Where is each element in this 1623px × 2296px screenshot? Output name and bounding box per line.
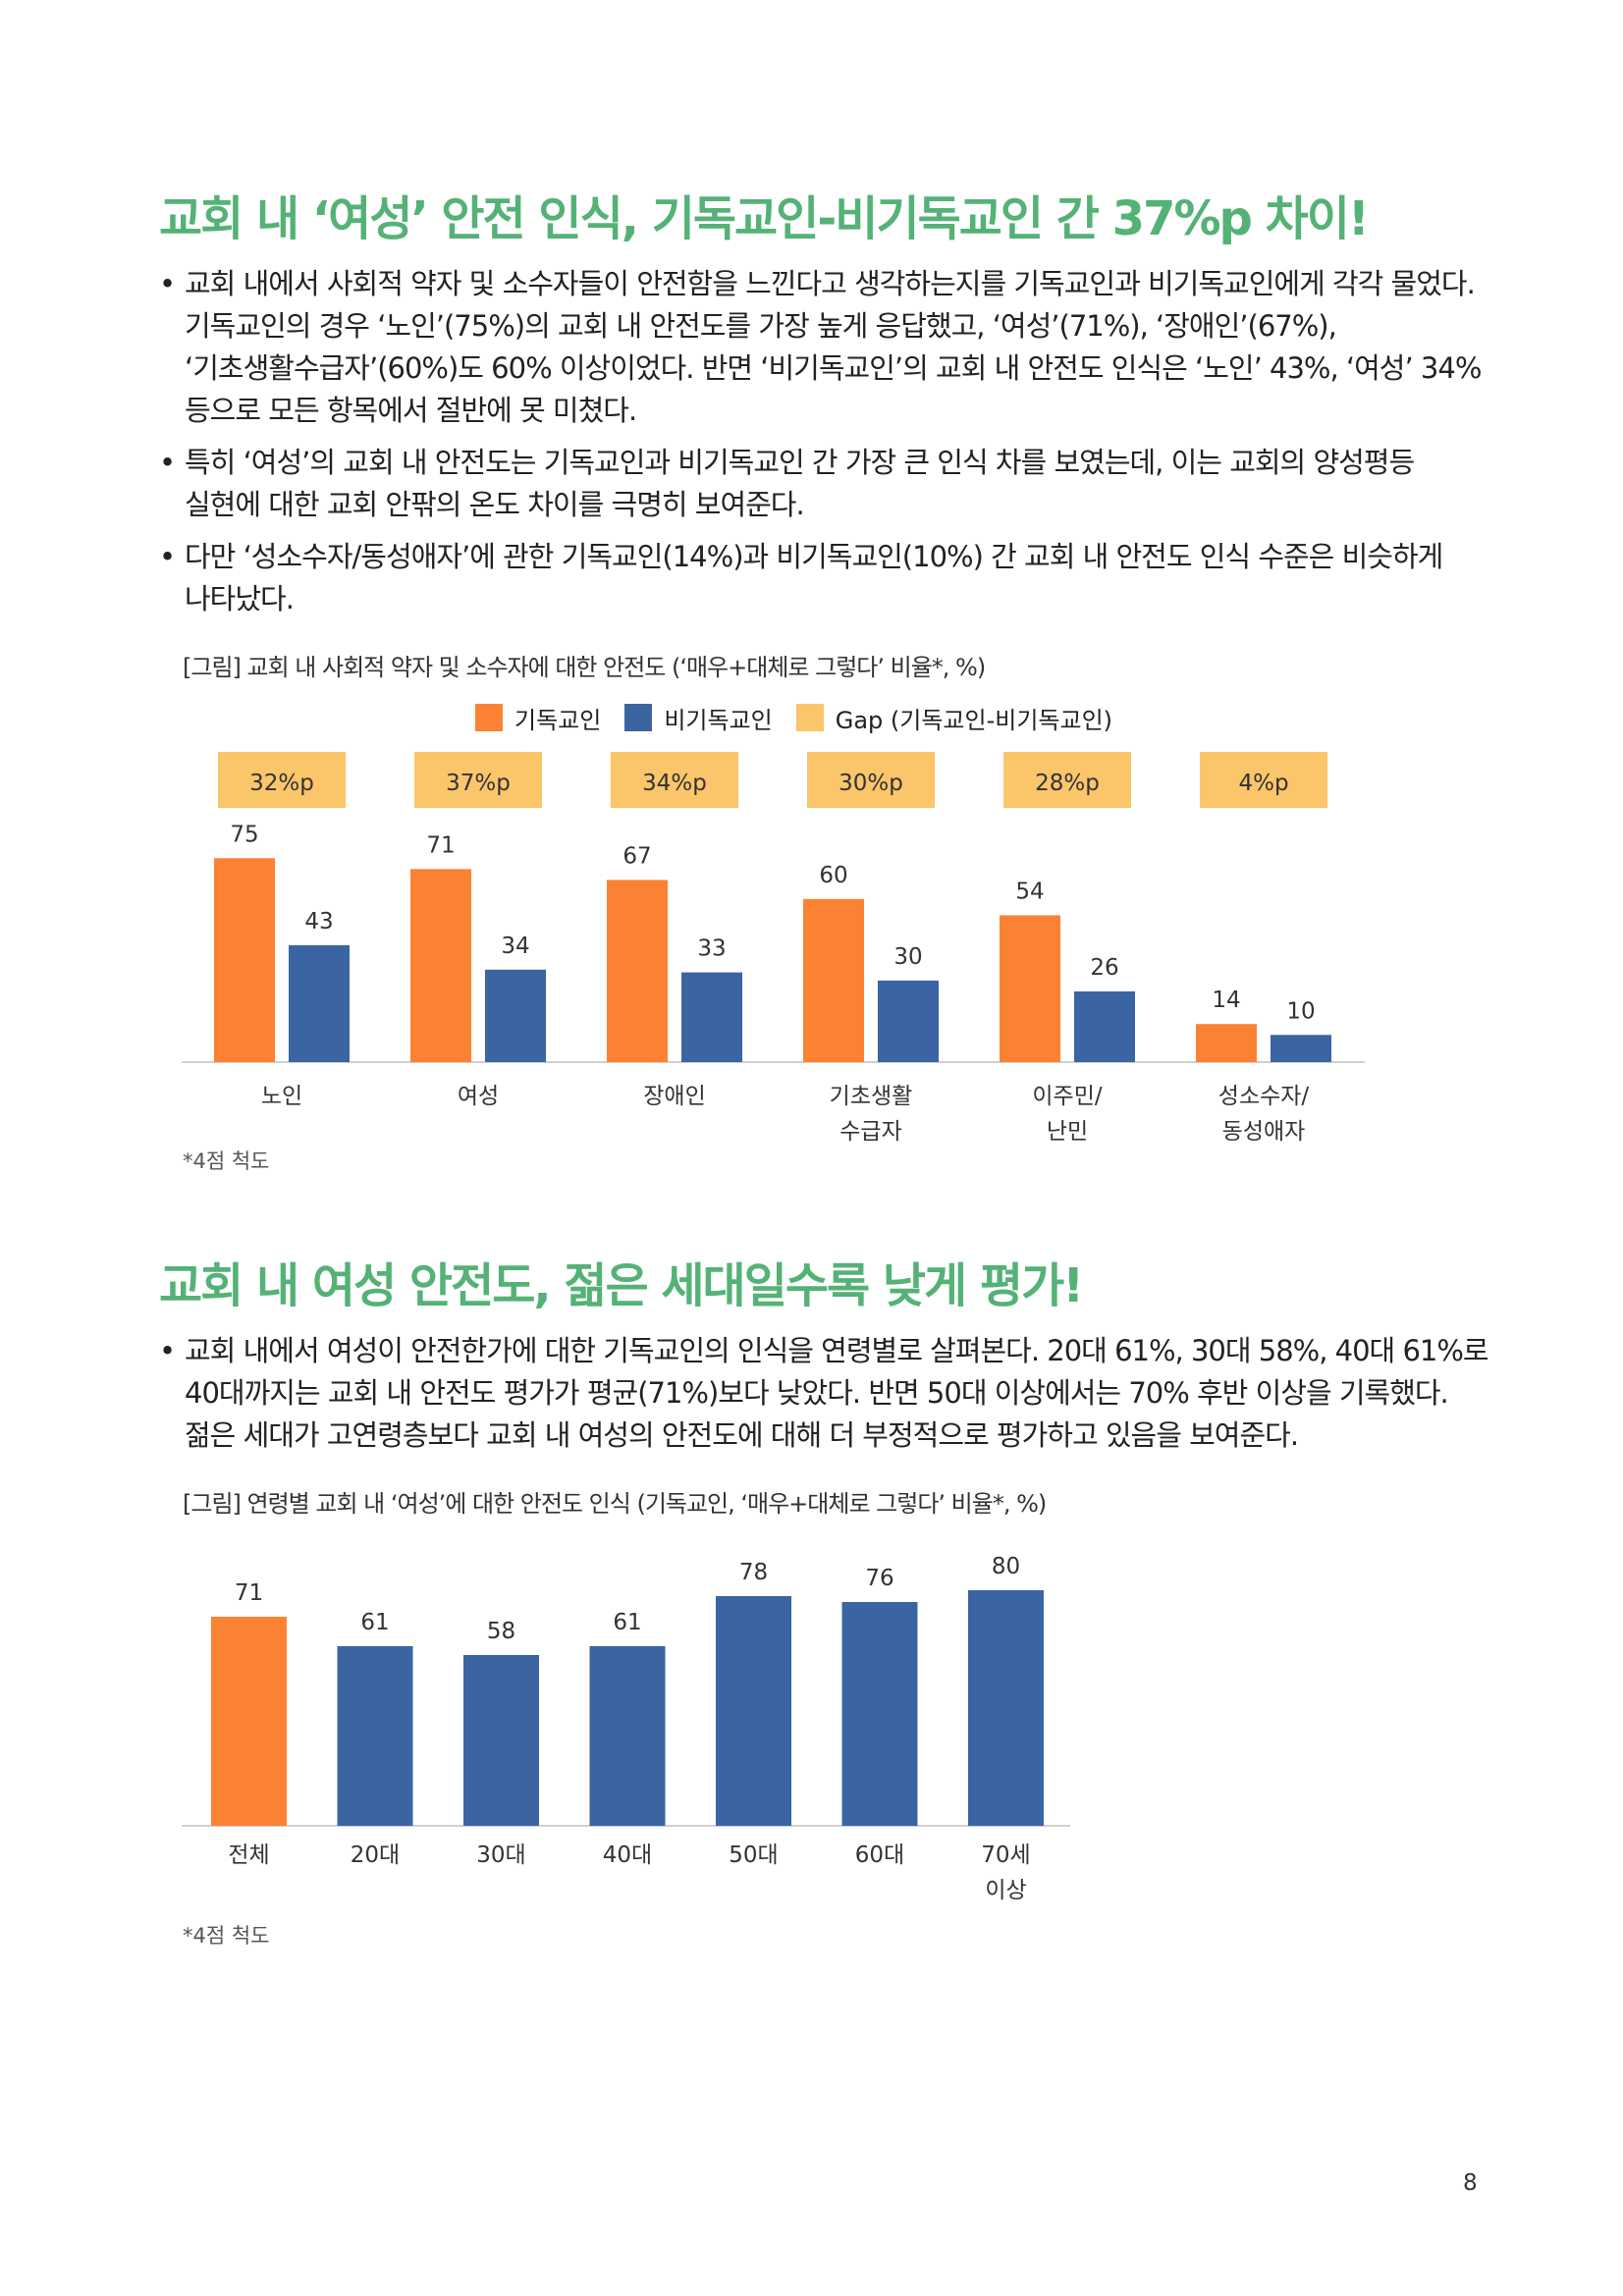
- category-label: 70세: [981, 1842, 1030, 1868]
- gap-box: [611, 752, 738, 808]
- legend-label-christian: 기독교인: [514, 706, 602, 734]
- bar-age-group: [211, 1617, 287, 1826]
- section2-bullet: 교회 내에서 여성이 안전한가에 대한 기독교인의 인식을 연령별로 살펴본다.…: [159, 1330, 1490, 1457]
- data-label-christian: 54: [1015, 879, 1044, 904]
- bar-non-christian: [485, 969, 546, 1062]
- bar-non-christian: [878, 980, 939, 1062]
- bar-christian: [803, 898, 864, 1062]
- category-label: 30대: [476, 1842, 525, 1868]
- bar-non-christian: [1074, 990, 1135, 1062]
- chart2-note: *4점 척도: [183, 1924, 270, 1948]
- category-label: 성소수자/: [1218, 1084, 1310, 1109]
- category-label: 장애인: [643, 1084, 705, 1109]
- legend-item-non-christian: 비기독교인: [624, 701, 773, 735]
- chart1-note: *4점 척도: [183, 1149, 270, 1173]
- data-label: 76: [865, 1566, 893, 1591]
- data-label-non-christian: 26: [1090, 955, 1118, 981]
- section1-bullets: 교회 내에서 사회적 약자 및 소수자들이 안전함을 느낀다고 생각하는지를 기…: [159, 263, 1490, 630]
- data-label: 71: [235, 1580, 263, 1606]
- gap-label: 32%p: [249, 771, 314, 796]
- data-label-christian: 14: [1212, 988, 1240, 1013]
- section1-bullet: 다만 ‘성소수자/동성애자’에 관한 기독교인(14%)과 비기독교인(10%)…: [159, 536, 1490, 620]
- bar-christian: [214, 858, 275, 1062]
- bar-age-group: [337, 1646, 413, 1826]
- data-label-non-christian: 43: [304, 909, 333, 934]
- category-label: 노인: [261, 1084, 302, 1109]
- legend-label-gap: Gap (기독교인-비기독교인): [835, 706, 1113, 734]
- data-label: 78: [739, 1560, 768, 1585]
- bar-christian: [607, 880, 668, 1062]
- data-label-non-christian: 33: [697, 936, 726, 962]
- category-label: 여성: [458, 1084, 499, 1109]
- legend-item-gap: Gap (기독교인-비기독교인): [795, 701, 1113, 735]
- bar-age-group: [463, 1655, 539, 1826]
- page-number: 8: [1463, 2170, 1478, 2196]
- data-label-christian: 67: [622, 843, 651, 869]
- gap-label: 34%p: [642, 771, 707, 796]
- category-label: 이상: [985, 1878, 1026, 1903]
- data-label: 80: [992, 1554, 1020, 1579]
- gap-label: 28%p: [1035, 771, 1100, 796]
- category-label: 기초생활: [830, 1084, 913, 1109]
- chart1-bar-chart: 32%p 75 43 노인 37%p 71 34 여성 34%p 67 33 장애인 30%p 60 30 기…: [182, 752, 1365, 1145]
- section1-heading: 교회 내 ‘여성’ 안전 인식, 기독교인-비기독교인 간 37%p 차이!: [159, 191, 1370, 246]
- legend-swatch-non-christian: [624, 704, 653, 731]
- category-label: 50대: [729, 1842, 778, 1868]
- legend-item-christian: 기독교인: [475, 701, 601, 735]
- legend-swatch-christian: [475, 704, 503, 731]
- bar-christian: [410, 869, 471, 1062]
- section1-bullet: 특히 ‘여성’의 교회 내 안전도는 기독교인과 비기독교인 간 가장 큰 인식…: [159, 442, 1490, 526]
- data-label-christian: 60: [819, 863, 847, 888]
- data-label-non-christian: 34: [501, 934, 529, 959]
- gap-box: [807, 752, 935, 808]
- gap-label: 4%p: [1238, 771, 1288, 796]
- bar-non-christian: [681, 972, 742, 1062]
- legend-swatch-gap: [795, 704, 824, 731]
- bar-non-christian: [1271, 1035, 1331, 1062]
- gap-label: 37%p: [446, 771, 511, 796]
- chart2-caption: [그림] 연령별 교회 내 ‘여성’에 대한 안전도 인식 (기독교인, ‘매우…: [183, 1490, 1047, 1518]
- bar-age-group: [716, 1596, 791, 1826]
- category-label: 전체: [228, 1842, 269, 1868]
- bar-age-group: [841, 1602, 918, 1826]
- category-label: 동성애자: [1222, 1119, 1306, 1145]
- bar-christian: [1000, 915, 1060, 1062]
- bar-christian: [1196, 1024, 1257, 1062]
- category-label: 이주민/: [1032, 1084, 1102, 1109]
- gap-box: [1003, 752, 1131, 808]
- chart1-legend: 기독교인 비기독교인 Gap (기독교인-비기독교인): [475, 701, 1112, 734]
- data-label-non-christian: 10: [1286, 998, 1315, 1024]
- gap-label: 30%p: [839, 771, 903, 796]
- data-label-non-christian: 30: [893, 944, 922, 970]
- bar-non-christian: [289, 944, 350, 1062]
- bar-age-group: [968, 1590, 1044, 1826]
- category-label: 20대: [351, 1842, 400, 1868]
- category-label: 40대: [603, 1842, 652, 1868]
- category-label: 수급자: [839, 1119, 901, 1145]
- legend-label-non-christian: 비기독교인: [664, 706, 773, 734]
- gap-box: [414, 752, 542, 808]
- section2-bullets: 교회 내에서 여성이 안전한가에 대한 기독교인의 인식을 연령별로 살펴본다.…: [159, 1330, 1490, 1467]
- section2-heading: 교회 내 여성 안전도, 젊은 세대일수록 낮게 평가!: [159, 1258, 1084, 1313]
- data-label-christian: 71: [426, 832, 455, 858]
- data-label: 58: [487, 1619, 515, 1644]
- data-label: 61: [360, 1610, 389, 1635]
- data-label-christian: 75: [230, 822, 258, 847]
- chart1-caption: [그림] 교회 내 사회적 약자 및 소수자에 대한 안전도 (‘매우+대체로 …: [183, 654, 986, 681]
- category-label: 난민: [1047, 1119, 1088, 1145]
- bar-age-group: [589, 1646, 666, 1826]
- data-label: 61: [613, 1610, 641, 1635]
- gap-box: [1200, 752, 1327, 808]
- gap-box: [218, 752, 346, 808]
- section1-bullet: 교회 내에서 사회적 약자 및 소수자들이 안전함을 느낀다고 생각하는지를 기…: [159, 263, 1490, 432]
- category-label: 60대: [855, 1842, 904, 1868]
